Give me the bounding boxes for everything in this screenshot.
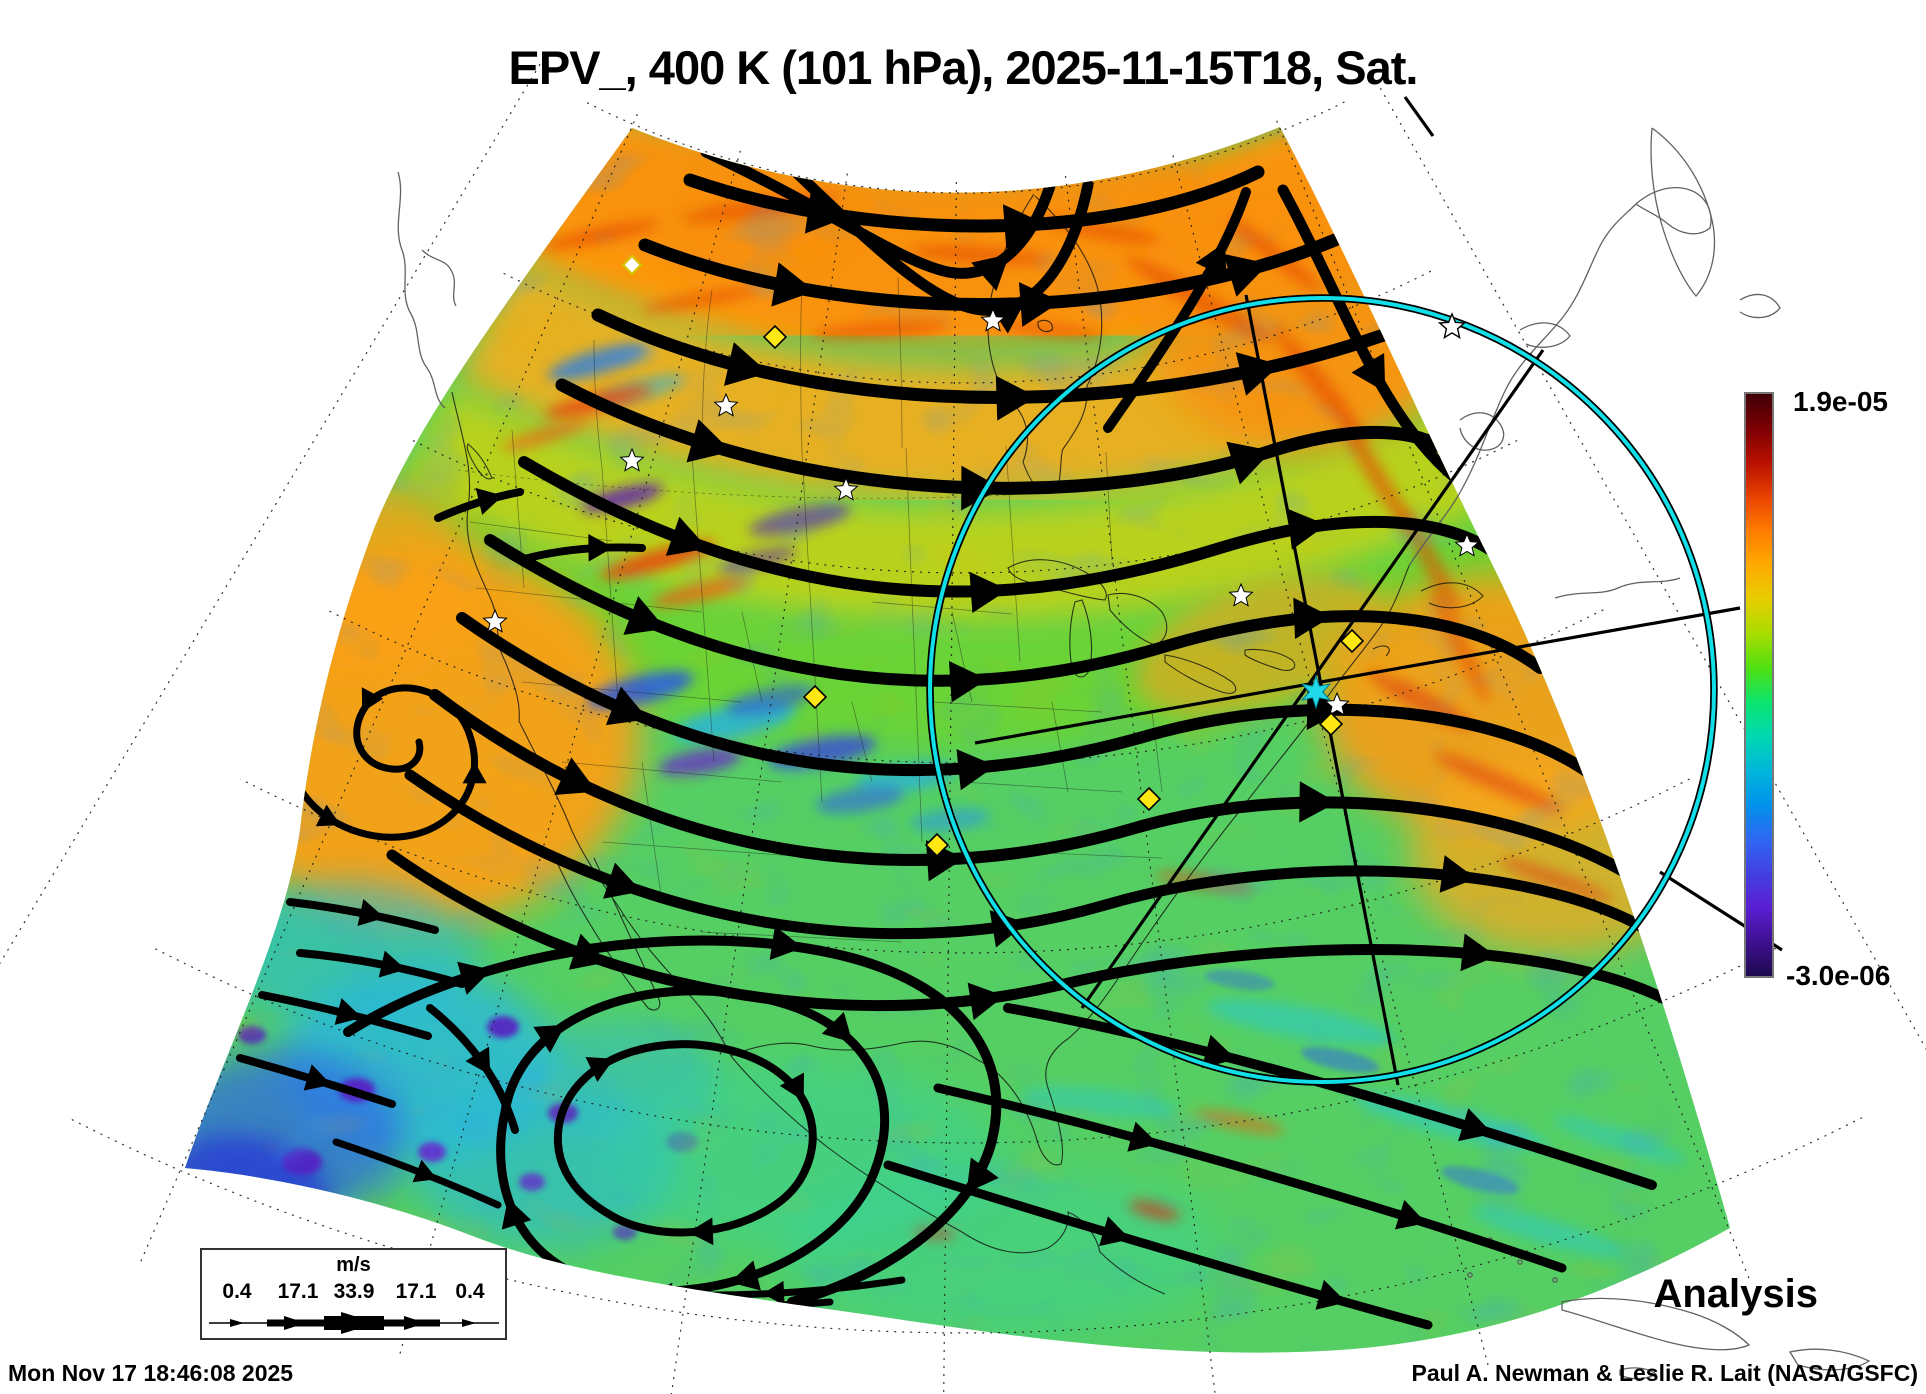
wind-legend-value: 17.1 (277, 1280, 319, 1303)
track-lines (974, 96, 1783, 1086)
analysis-label: Analysis (1653, 1272, 1818, 1316)
credit: Paul A. Newman & Leslie R. Lait (NASA/GS… (1411, 1360, 1918, 1386)
range-ring (926, 294, 1718, 1086)
colorbar (1744, 392, 1774, 978)
coastlines-outside (397, 127, 1871, 1380)
page-title: EPV_, 400 K (101 hPa), 2025-11-15T18, Sa… (508, 41, 1419, 94)
wind-legend-value: 0.4 (222, 1280, 252, 1303)
wind-speed-legend: m/s 0.4 17.1 33.9 17.1 0.4 (200, 1248, 507, 1340)
colorbar-max-label: 1.9e-05 (1793, 386, 1888, 417)
site-markers (482, 254, 1480, 858)
wind-legend-value: 33.9 (333, 1280, 375, 1303)
colorbar-min-label: -3.0e-06 (1786, 960, 1891, 991)
wind-legend-value: 17.1 (395, 1280, 437, 1303)
render-timestamp: Mon Nov 17 18:46:08 2025 (8, 1360, 294, 1386)
wind-legend-arrow-scale (209, 1312, 499, 1334)
wind-legend-unit: m/s (336, 1254, 371, 1276)
wind-legend-value: 0.4 (455, 1280, 485, 1303)
